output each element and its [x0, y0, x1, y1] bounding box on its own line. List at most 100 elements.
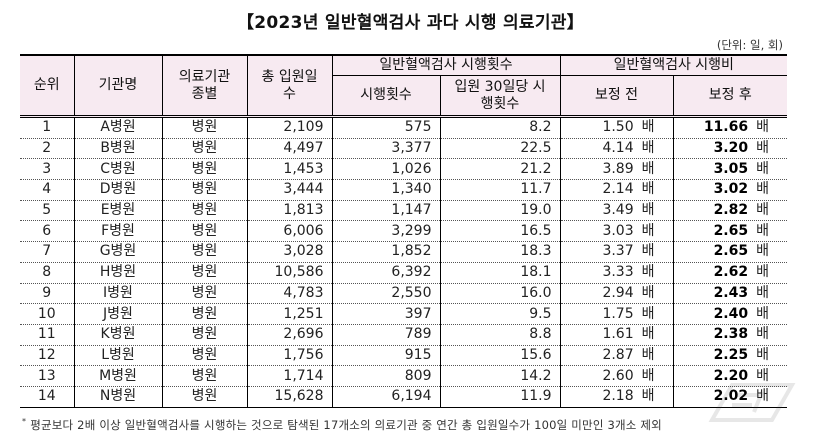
name-cell: B병원 — [73, 138, 163, 160]
name-cell: M병원 — [73, 365, 163, 387]
footnote-text: 평균보다 2배 이상 일반혈액검사를 시행하는 것으로 탐색된 17개소의 의료… — [30, 418, 662, 432]
after-ratio-cell: 2.82 배 — [672, 200, 787, 222]
before-ratio-cell: 2.87 배 — [559, 345, 674, 367]
rank-cell: 7 — [20, 241, 75, 263]
count-cell: 575 — [331, 116, 441, 139]
count-cell: 915 — [331, 345, 441, 367]
per30-cell: 11.7 — [439, 179, 561, 201]
table-row: 8 H병원 병원 10,586 6,392 18.1 3.33 배 2.62 배 — [20, 262, 787, 284]
after-ratio-cell: 2.25 배 — [672, 345, 787, 367]
before-ratio-cell: 2.94 배 — [559, 283, 674, 305]
header-name: 기관명 — [73, 54, 163, 118]
ratio-unit: 배 — [641, 367, 655, 384]
total-days-cell: 1,251 — [246, 303, 333, 325]
footnote-marker: * — [22, 417, 27, 426]
header-total-days: 총 입원일수 — [246, 54, 333, 118]
name-cell: J병원 — [73, 303, 163, 325]
ratio-unit: 배 — [756, 222, 769, 239]
after-ratio-value: 2.25 — [713, 346, 749, 363]
rank-cell: 11 — [20, 324, 75, 346]
after-ratio-cell: 2.65 배 — [672, 241, 787, 263]
after-ratio-value: 2.65 — [713, 243, 749, 260]
before-ratio-cell: 2.14 배 — [559, 179, 674, 201]
before-ratio-value: 2.87 — [602, 346, 634, 363]
total-days-cell: 1,714 — [246, 365, 333, 387]
count-cell: 809 — [331, 365, 441, 387]
total-days-cell: 1,453 — [246, 158, 333, 181]
after-ratio-cell: 2.38 배 — [672, 324, 787, 346]
ratio-unit: 배 — [756, 367, 769, 384]
per30-cell: 8.8 — [439, 324, 561, 346]
before-ratio-cell: 3.89 배 — [559, 158, 674, 181]
before-ratio-value: 2.18 — [602, 388, 634, 405]
type-cell: 병원 — [161, 241, 248, 263]
header-after: 보정 후 — [672, 75, 787, 118]
ratio-unit: 배 — [641, 119, 655, 136]
after-ratio-cell: 3.05 배 — [672, 158, 787, 181]
type-cell: 병원 — [161, 116, 248, 139]
ratio-unit: 배 — [641, 284, 655, 301]
header-group-cost: 일반혈액검사 시행비 — [559, 54, 787, 76]
before-ratio-value: 2.94 — [602, 284, 634, 301]
table-row: 10 J병원 병원 1,251 397 9.5 1.75 배 2.40 배 — [20, 303, 787, 325]
before-ratio-cell: 3.03 배 — [559, 220, 674, 243]
after-ratio-cell: 3.20 배 — [672, 138, 787, 160]
per30-cell: 18.1 — [439, 262, 561, 284]
after-ratio-cell: 2.65 배 — [672, 220, 787, 243]
type-cell: 병원 — [161, 345, 248, 367]
before-ratio-value: 3.33 — [602, 264, 634, 281]
before-ratio-cell: 4.14 배 — [559, 138, 674, 160]
total-days-cell: 4,497 — [246, 138, 333, 160]
ratio-unit: 배 — [641, 222, 655, 239]
type-cell: 병원 — [161, 283, 248, 305]
table-header: 순위 기관명 의료기관 종별 총 입원일수 일반혈액검사 시행횟수 일반혈액검사… — [20, 54, 787, 118]
table-row: 4 D병원 병원 3,444 1,340 11.7 2.14 배 3.02 배 — [20, 179, 787, 201]
after-ratio-value: 2.20 — [713, 367, 749, 384]
header-before: 보정 전 — [559, 75, 674, 118]
after-ratio-cell: 3.02 배 — [672, 179, 787, 201]
hospital-table: 순위 기관명 의료기관 종별 총 입원일수 일반혈액검사 시행횟수 일반혈액검사… — [20, 54, 787, 408]
rank-cell: 5 — [20, 200, 75, 222]
per30-cell: 16.5 — [439, 220, 561, 243]
ratio-unit: 배 — [756, 326, 769, 343]
type-cell: 병원 — [161, 324, 248, 346]
name-cell: I병원 — [73, 283, 163, 305]
rank-cell: 10 — [20, 303, 75, 325]
type-cell: 병원 — [161, 138, 248, 160]
after-ratio-value: 2.82 — [713, 202, 749, 219]
after-ratio-value: 2.62 — [713, 264, 749, 281]
ratio-unit: 배 — [641, 326, 655, 343]
header-count: 시행횟수 — [332, 75, 441, 118]
header-per30: 입원 30일당 시행횟수 — [439, 75, 561, 118]
footnote: * 평균보다 2배 이상 일반혈액검사를 시행하는 것으로 탐색된 17개소의 의… — [22, 417, 662, 433]
ratio-unit: 배 — [641, 388, 655, 405]
rank-cell: 14 — [20, 386, 75, 408]
ratio-unit: 배 — [641, 160, 655, 177]
after-ratio-value: 3.02 — [713, 181, 749, 198]
type-cell: 병원 — [161, 200, 248, 222]
name-cell: E병원 — [73, 200, 163, 222]
per30-cell: 16.0 — [439, 283, 561, 305]
after-ratio-cell: 2.43 배 — [672, 283, 787, 305]
ratio-unit: 배 — [756, 284, 769, 301]
ratio-unit: 배 — [641, 346, 655, 363]
per30-cell: 14.2 — [439, 365, 561, 387]
type-cell: 병원 — [161, 303, 248, 325]
total-days-cell: 15,628 — [246, 386, 333, 408]
per30-cell: 19.0 — [439, 200, 561, 222]
before-ratio-cell: 3.37 배 — [559, 241, 674, 263]
name-cell: G병원 — [73, 241, 163, 263]
after-ratio-value: 2.40 — [713, 305, 749, 322]
count-cell: 3,377 — [331, 138, 441, 160]
type-cell: 병원 — [161, 220, 248, 243]
ratio-unit: 배 — [756, 388, 769, 405]
count-cell: 3,299 — [331, 220, 441, 243]
total-days-cell: 4,783 — [246, 283, 333, 305]
total-days-cell: 1,756 — [246, 345, 333, 367]
after-ratio-cell: 2.02 배 — [672, 386, 787, 408]
before-ratio-value: 1.50 — [602, 119, 634, 136]
after-ratio-cell: 2.20 배 — [672, 365, 787, 387]
count-cell: 2,550 — [331, 283, 441, 305]
count-cell: 1,026 — [331, 158, 441, 181]
total-days-cell: 6,006 — [246, 220, 333, 243]
